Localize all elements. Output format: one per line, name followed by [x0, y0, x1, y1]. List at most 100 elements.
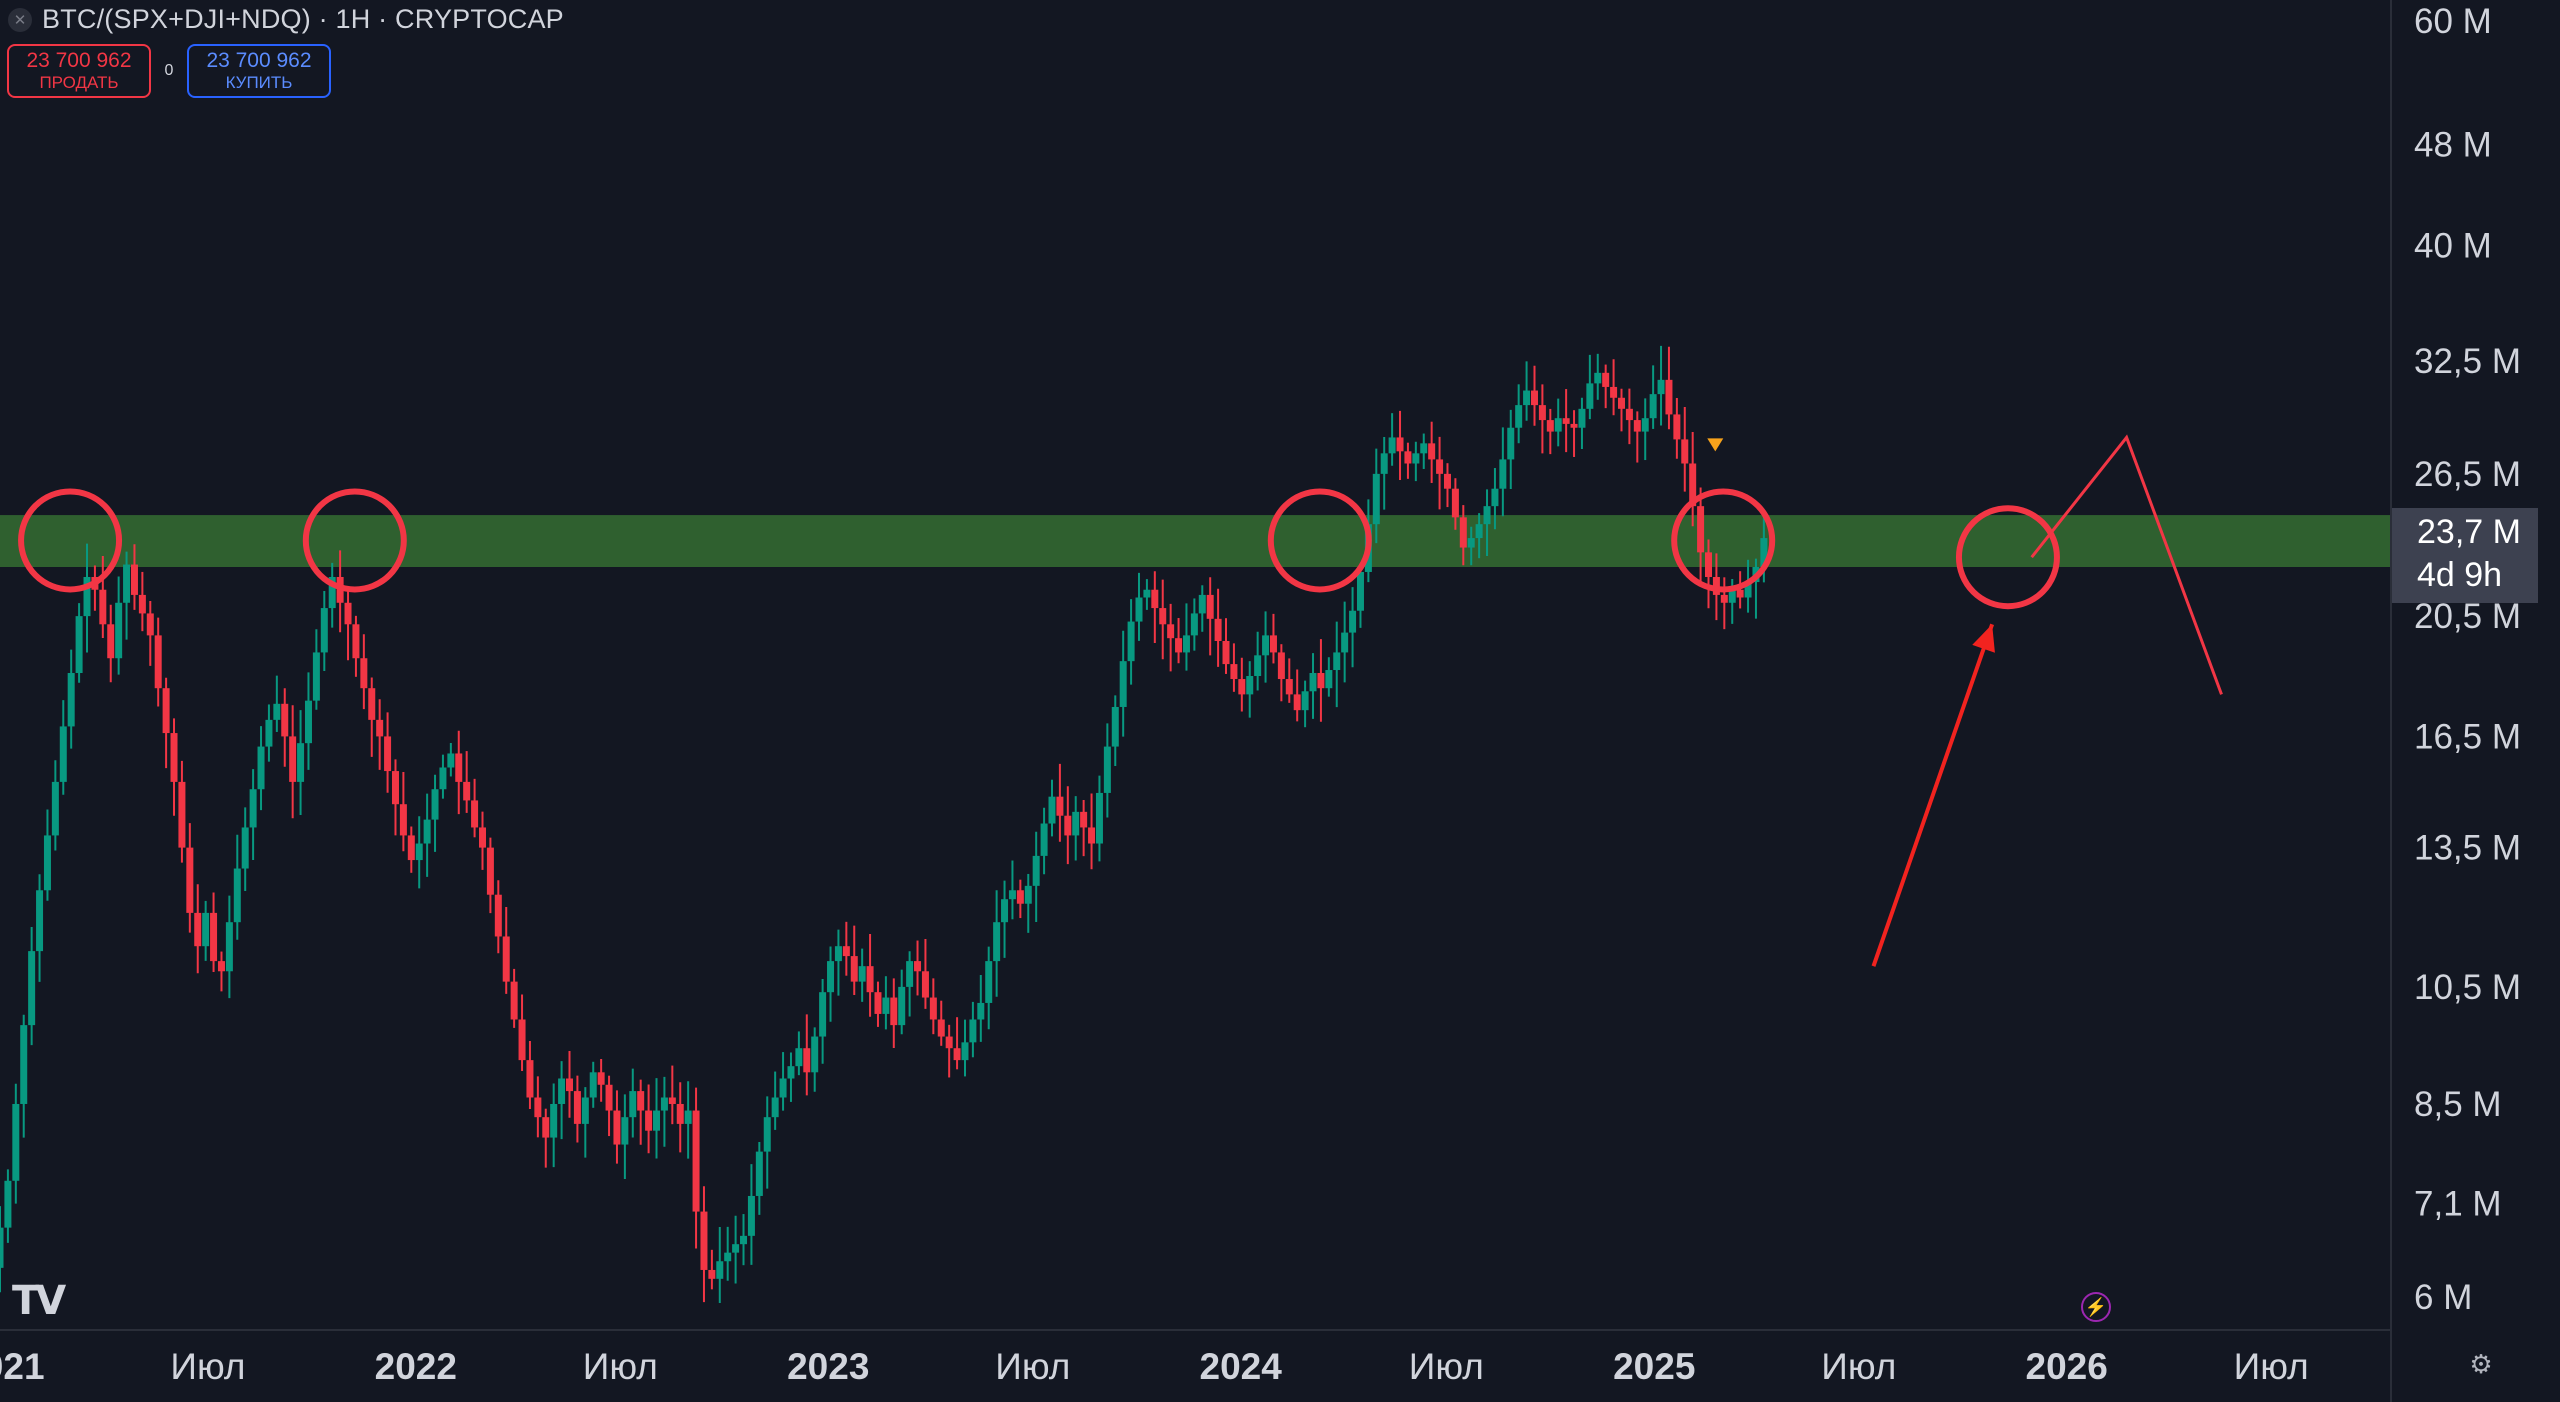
candle-body	[1617, 397, 1625, 409]
time-tick-label: 2026	[2026, 1346, 2108, 1387]
time-tick-label: 2025	[1613, 1346, 1695, 1387]
price-tick-label: 7,1 M	[2414, 1185, 2502, 1224]
candle-body	[1404, 451, 1412, 464]
candle-body	[684, 1110, 692, 1124]
candle-body	[692, 1110, 700, 1212]
candle-body	[1689, 463, 1697, 507]
candle-body	[566, 1078, 574, 1092]
candle-body	[1594, 372, 1602, 384]
candle-body	[83, 576, 91, 617]
candle-body	[1080, 811, 1088, 828]
sell-button[interactable]: 23 700 962 ПРОДАТЬ	[7, 44, 151, 98]
candle-body	[613, 1110, 621, 1145]
candle-body	[297, 743, 305, 782]
candle-body	[1048, 796, 1056, 824]
time-axis[interactable]: 2021 Июл 2022 Июл 2023 Июл 2024 Июл 2025 Июл 2026 И…	[0, 1346, 2309, 1387]
candle-body	[1420, 443, 1428, 454]
candle-body	[486, 847, 494, 895]
candle-body	[431, 789, 439, 820]
candle-body	[202, 912, 210, 947]
candle-body	[494, 894, 502, 937]
candle-body	[771, 1097, 779, 1118]
candle-body	[360, 658, 368, 689]
time-tick-label: Июл	[1821, 1346, 1896, 1387]
candle-body	[1024, 885, 1032, 904]
candle-body	[344, 602, 352, 625]
last-price-badge-bg	[2392, 508, 2538, 603]
logo-text: TV	[12, 1278, 66, 1324]
candle-body	[59, 726, 67, 782]
candle-body	[1182, 635, 1190, 653]
candle-body	[534, 1097, 542, 1118]
candle-body	[1372, 473, 1380, 525]
price-axis[interactable]: 60 M 48 M 40 M 32,5 M 26,5 M 20,5 M 16,5 M 13,5…	[2414, 2, 2521, 1317]
candle-body	[779, 1078, 787, 1098]
candle-body	[787, 1066, 795, 1079]
candle-body	[471, 800, 479, 828]
candle-body	[368, 688, 376, 720]
candle-body	[1546, 420, 1554, 432]
candle-body	[123, 564, 131, 603]
candle-body	[312, 652, 320, 701]
candle-body	[637, 1091, 645, 1111]
candle-body	[1167, 624, 1175, 639]
marker-icon	[1707, 438, 1724, 452]
price-tick-label: 8,5 M	[2414, 1085, 2502, 1124]
candle-body	[1143, 589, 1151, 598]
lightning-icon[interactable]: ⚡	[2081, 1292, 2111, 1322]
candle-body	[0, 1227, 4, 1268]
candle-body	[502, 936, 510, 982]
candle-body	[850, 956, 858, 982]
candle-body	[1333, 652, 1341, 671]
candle-body	[676, 1103, 684, 1124]
candle-body	[1554, 418, 1562, 432]
candle-body	[1436, 459, 1444, 474]
candle-body	[170, 733, 178, 782]
time-tick-label: Июл	[995, 1346, 1070, 1387]
candle-body	[1467, 538, 1475, 548]
candle-body	[225, 922, 233, 972]
candle-body	[1657, 379, 1665, 395]
tradingview-logo[interactable]: TV	[12, 1278, 66, 1324]
candle-body	[1016, 890, 1024, 904]
candle-body	[985, 961, 993, 1003]
candle-body	[36, 890, 44, 952]
arrow-line	[1871, 623, 1995, 967]
candle-body	[304, 700, 312, 744]
time-tick-label: 2021	[0, 1346, 45, 1387]
event-marker[interactable]	[1707, 438, 1724, 452]
candle-body	[621, 1117, 629, 1145]
symbol-title[interactable]: BTC/(SPX+DJI+NDQ) · 1H · CRYPTOCAP	[42, 4, 564, 34]
candle-body	[146, 613, 154, 636]
candle-body	[1459, 517, 1467, 548]
candle-body	[1744, 582, 1752, 598]
candle-body	[1610, 386, 1618, 398]
candle-body	[573, 1091, 581, 1124]
candle-body	[1428, 443, 1436, 460]
candle-body	[257, 746, 265, 790]
candle-body	[1570, 423, 1578, 428]
buy-button[interactable]: 23 700 962 КУПИТЬ	[187, 44, 331, 98]
candle-body	[1095, 792, 1103, 844]
candle-body	[1396, 437, 1404, 452]
candle-body	[1341, 632, 1349, 653]
candle-body	[28, 951, 36, 1026]
candle-body	[732, 1244, 740, 1253]
candle-body	[724, 1252, 732, 1262]
candle-body	[811, 1036, 819, 1073]
gear-icon[interactable]: ⚙	[2469, 1350, 2493, 1380]
candle-body	[1088, 827, 1096, 844]
candle-body	[834, 946, 842, 962]
close-icon[interactable]: ✕	[8, 7, 32, 32]
candle-body	[4, 1180, 12, 1228]
candle-body	[1412, 453, 1420, 464]
candle-body	[700, 1211, 708, 1270]
candle-body	[1198, 594, 1206, 614]
candle-body	[352, 624, 360, 659]
annotations	[18, 434, 2223, 967]
candle-body	[1135, 597, 1143, 622]
candle-body	[1538, 405, 1546, 421]
candle-body	[1032, 855, 1040, 886]
price-tick-label: 20,5 M	[2414, 597, 2521, 636]
